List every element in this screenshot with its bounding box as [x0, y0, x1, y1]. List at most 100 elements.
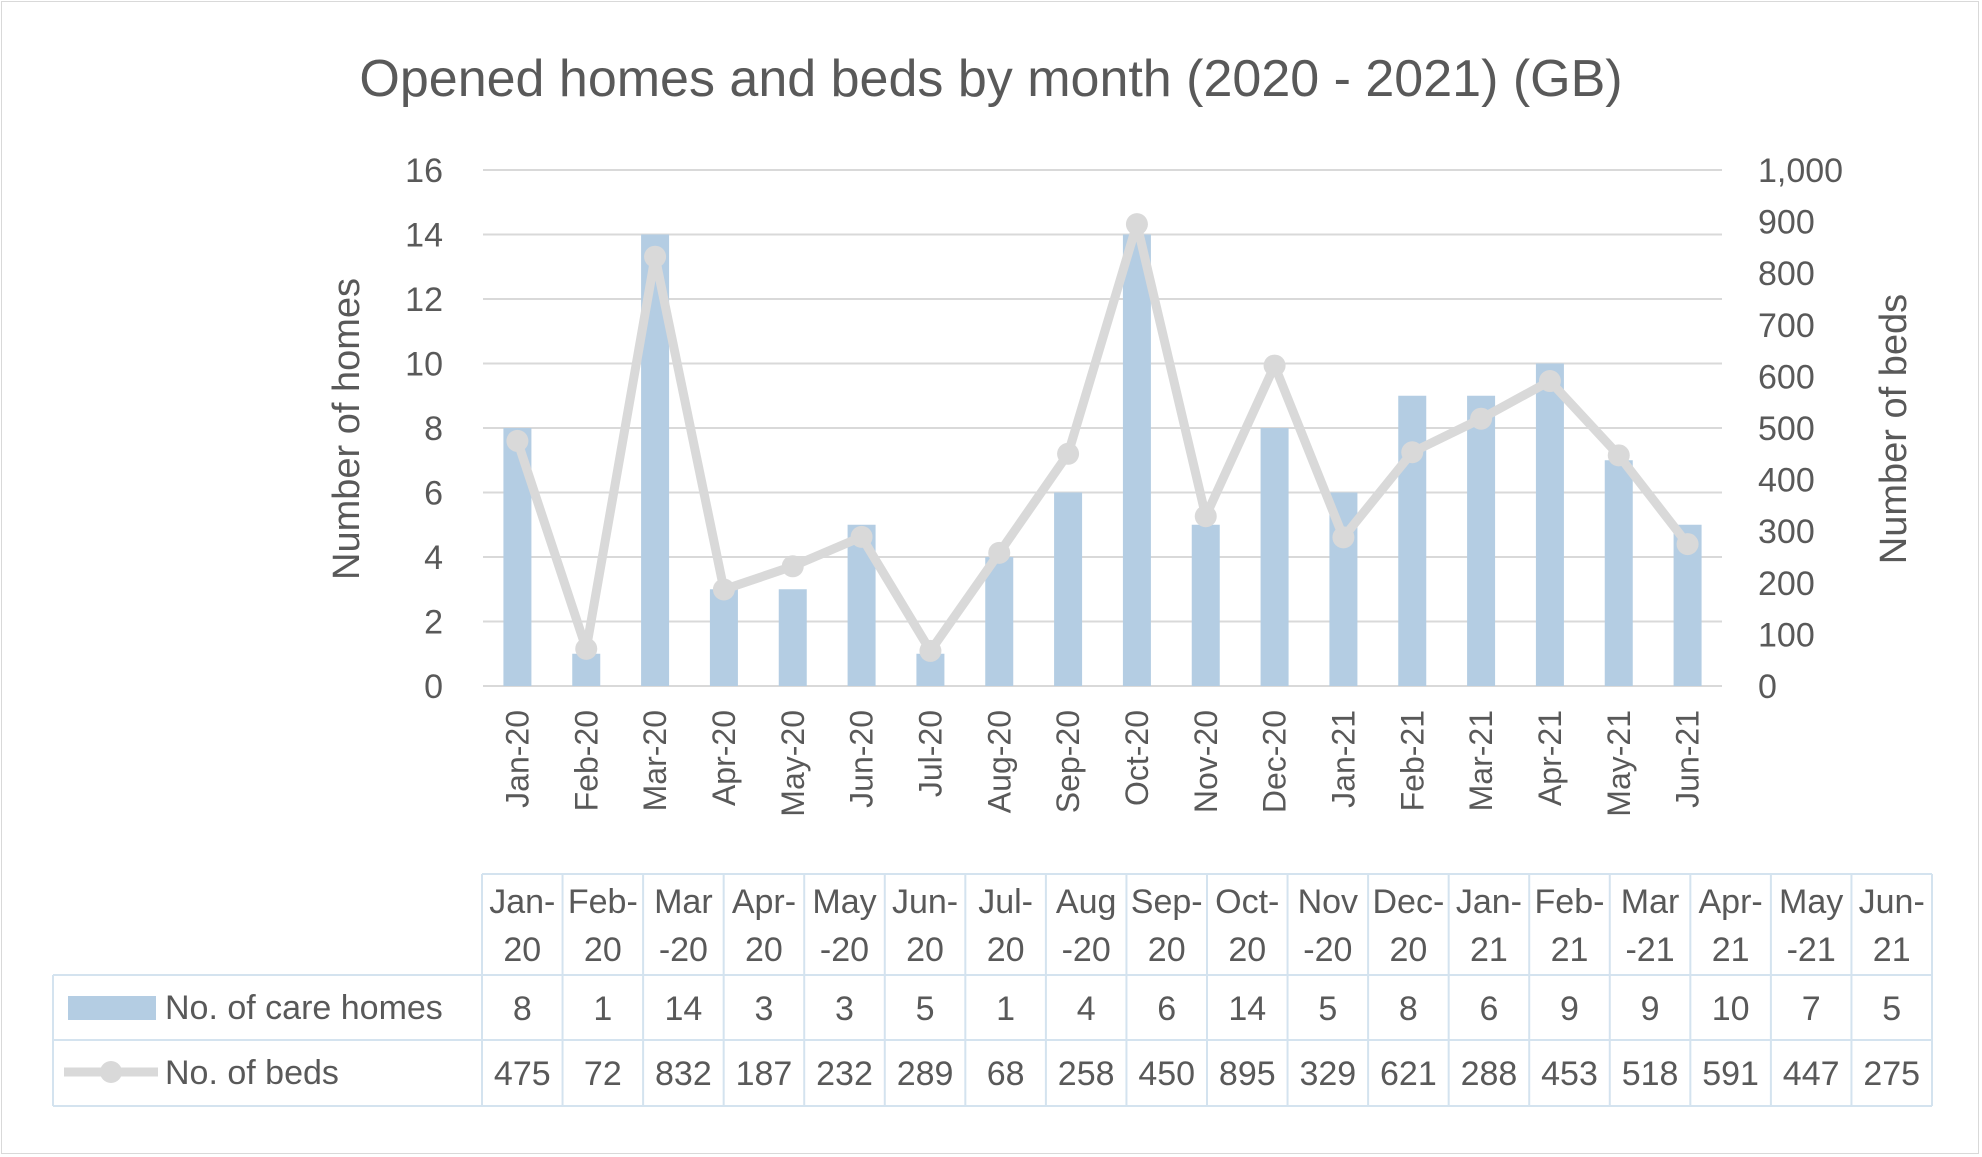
right-tick-label: 400	[1758, 462, 1815, 500]
table-header: -20	[659, 931, 708, 969]
table-header: Jul-	[978, 883, 1033, 921]
category-label: Aug-20	[981, 710, 1017, 813]
category-label: Oct-20	[1119, 710, 1155, 806]
beds-point	[506, 429, 529, 452]
table-cell-beds: 475	[494, 1055, 551, 1093]
beds-point	[1194, 505, 1217, 528]
table-header: Aug	[1056, 883, 1117, 921]
table-cell-beds: 329	[1299, 1055, 1356, 1093]
right-tick-label: 700	[1758, 307, 1815, 345]
table-cell-homes: 6	[1157, 990, 1176, 1028]
beds-point	[1263, 354, 1286, 377]
left-tick-label: 2	[424, 604, 443, 642]
right-tick-label: 1,000	[1758, 152, 1843, 190]
table-cell-beds: 187	[736, 1055, 793, 1093]
bar-series	[503, 234, 1702, 686]
table-cell-beds: 72	[584, 1055, 622, 1093]
left-tick-label: 14	[405, 217, 443, 255]
table-cell-beds: 895	[1219, 1055, 1276, 1093]
table-cell-homes: 3	[835, 990, 854, 1028]
table-cell-homes: 14	[1228, 990, 1266, 1028]
bar	[1398, 395, 1427, 686]
table-header: -20	[1062, 931, 1111, 969]
beds-point	[919, 639, 942, 662]
table-cell-beds: 258	[1058, 1055, 1115, 1093]
bar	[1467, 395, 1496, 686]
table-cell-homes: 8	[1399, 990, 1418, 1028]
table-header: Nov	[1298, 883, 1358, 921]
left-tick-label: 0	[424, 668, 443, 706]
table-cell-homes: 3	[754, 990, 773, 1028]
table-cell-homes: 1	[593, 990, 612, 1028]
category-label: Feb-20	[568, 710, 604, 811]
bar	[1260, 428, 1289, 686]
bar	[985, 557, 1014, 686]
bar	[1604, 460, 1633, 686]
category-label: Jan-21	[1325, 710, 1361, 808]
table-cell-homes: 6	[1479, 990, 1498, 1028]
table-cell-beds: 450	[1138, 1055, 1195, 1093]
table-header: Apr-	[1698, 883, 1762, 921]
table-cell-homes: 5	[1318, 990, 1337, 1028]
category-label: Feb-21	[1394, 710, 1430, 811]
table-cell-homes: 8	[513, 990, 532, 1028]
beds-point	[1125, 213, 1148, 236]
table-cell-beds: 591	[1702, 1055, 1759, 1093]
table-header: 20	[1148, 931, 1186, 969]
category-label: Sep-20	[1050, 710, 1086, 813]
table-cell-homes: 9	[1560, 990, 1579, 1028]
table-cell-beds: 68	[987, 1055, 1025, 1093]
table-header: Feb-	[568, 883, 638, 921]
table-header: Jan-	[1456, 883, 1522, 921]
right-tick-label: 900	[1758, 204, 1815, 242]
table-header: -20	[1303, 931, 1352, 969]
table-header: Sep-	[1131, 883, 1203, 921]
chart-title: Opened homes and beds by month (2020 - 2…	[359, 50, 1622, 108]
left-axis-title: Number of homes	[326, 278, 368, 580]
table-cell-homes: 7	[1802, 990, 1821, 1028]
table-cell-beds: 621	[1380, 1055, 1437, 1093]
table-header: 21	[1551, 931, 1589, 969]
legend-key-beds-marker	[100, 1061, 122, 1083]
table-cell-beds: 832	[655, 1055, 712, 1093]
table-header: 21	[1712, 931, 1750, 969]
legend-key-homes	[68, 996, 156, 1020]
table-cell-homes: 14	[664, 990, 702, 1028]
beds-point	[988, 541, 1011, 564]
table-header: Mar	[1621, 883, 1680, 921]
table-header: Jun-	[1859, 883, 1925, 921]
category-label: Jul-20	[912, 710, 948, 797]
category-label: Nov-20	[1188, 710, 1224, 813]
bar	[1191, 524, 1220, 686]
table-cell-homes: 5	[1882, 990, 1901, 1028]
table-cell-beds: 447	[1783, 1055, 1840, 1093]
right-tick-label: 200	[1758, 565, 1815, 603]
left-tick-label: 6	[424, 475, 443, 513]
table-header: -20	[820, 931, 869, 969]
table-header: 20	[1228, 931, 1266, 969]
table-cell-homes: 1	[996, 990, 1015, 1028]
category-label: Apr-20	[706, 710, 742, 806]
right-tick-label: 500	[1758, 410, 1815, 448]
table-header: Oct-	[1215, 883, 1279, 921]
beds-point	[1332, 526, 1355, 549]
category-label: Mar-20	[637, 710, 673, 811]
data-table: Jan- 20 Feb- 20 Mar -20 Apr- 20 May -20 Jun- 20 Jul-…	[52, 873, 1933, 1107]
table-cell-beds: 275	[1863, 1055, 1920, 1093]
beds-point	[781, 555, 804, 578]
table-cell-beds: 518	[1622, 1055, 1679, 1093]
category-label: Jan-20	[499, 710, 535, 808]
left-tick-label: 12	[405, 281, 443, 319]
table-cell-homes: 5	[916, 990, 935, 1028]
right-tick-label: 800	[1758, 255, 1815, 293]
table-header: -21	[1787, 931, 1836, 969]
left-tick-label: 4	[424, 539, 443, 577]
right-tick-label: 0	[1758, 668, 1777, 706]
right-axis-title: Number of beds	[1873, 294, 1915, 564]
table-header: 20	[1389, 931, 1427, 969]
table-header: -21	[1625, 931, 1674, 969]
bar	[778, 589, 807, 686]
table-header: 20	[584, 931, 622, 969]
